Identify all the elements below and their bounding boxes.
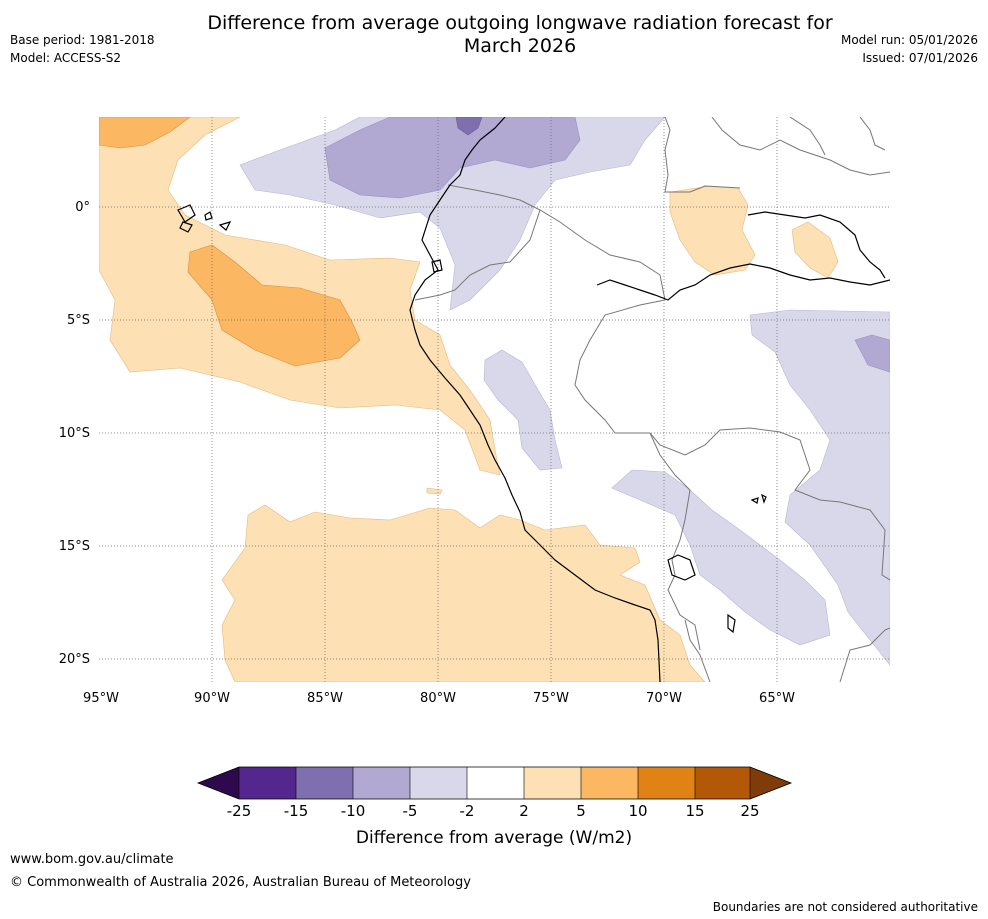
- amazon-river: [596, 263, 890, 301]
- small-lake-2: [761, 493, 767, 504]
- colorbar-segment-6: [524, 767, 581, 799]
- border-bolivia-paraguay: [839, 627, 890, 682]
- title-line-2: March 2026: [463, 35, 577, 57]
- small-lake-1: [750, 497, 759, 504]
- colorbar-label: Difference from average (W/m2): [356, 828, 632, 848]
- anomaly-region-orange-northwest: [99, 117, 191, 149]
- rio-negro: [747, 211, 886, 279]
- border-colombia-brazil: [664, 117, 741, 193]
- colorbar-tick: 2: [519, 802, 529, 820]
- lake-poopo: [727, 613, 736, 634]
- colorbar-tick: 15: [685, 802, 704, 820]
- model-name: Model: ACCESS-S2: [10, 51, 122, 65]
- copyright-notice: © Commonwealth of Australia 2026, Austra…: [10, 875, 471, 890]
- border-guyana: [789, 117, 826, 156]
- anomaly-region-positive-south: [221, 504, 706, 682]
- lon-label-85w: 85°W: [307, 691, 343, 706]
- lat-label-10s: 10°S: [59, 426, 90, 441]
- galapagos-island-2: [204, 211, 213, 221]
- lat-labels: 0° 5°S 10°S 15°S 20°S: [59, 200, 90, 667]
- colorbar: [196, 766, 793, 800]
- lon-label-90w: 90°W: [194, 691, 230, 706]
- country-borders: [414, 117, 890, 682]
- colorbar-tick: -25: [227, 802, 252, 820]
- colorbar-segment-1: [239, 767, 296, 799]
- colorbar-tick: 10: [628, 802, 647, 820]
- border-venezuela-brazil: [711, 117, 890, 176]
- colorbar-tick: 5: [576, 802, 586, 820]
- colorbar-ticks: -25 -15 -10 -5 -2 2 5 10 15 25: [227, 802, 760, 820]
- colorbar-tick: -15: [284, 802, 309, 820]
- issued-date: Issued: 07/01/2026: [862, 51, 978, 65]
- colorbar-tick: 25: [740, 802, 759, 820]
- lon-label-75w: 75°W: [533, 691, 569, 706]
- border-bolivia-brazil: [649, 427, 890, 581]
- border-bolivia-chile: [684, 619, 711, 682]
- map-area: [99, 117, 890, 682]
- colorbar-segment-7: [581, 767, 638, 799]
- website-link[interactable]: www.bom.gov.au/climate: [10, 852, 174, 867]
- lon-labels: 95°W 90°W 85°W 80°W 75°W 70°W 65°W: [83, 691, 795, 706]
- lon-label-70w: 70°W: [646, 691, 682, 706]
- lat-label-20s: 20°S: [59, 652, 90, 667]
- base-period: Base period: 1981-2018: [10, 33, 155, 47]
- colorbar-dividers: [238, 767, 751, 799]
- graticule: [99, 117, 890, 682]
- galapagos-island-1: [177, 204, 196, 223]
- lat-label-0: 0°: [75, 200, 90, 215]
- border-colombia-peru: [447, 184, 666, 301]
- colorbar-segment-3: [353, 767, 410, 799]
- anomaly-region-negative-brazil: [749, 309, 890, 666]
- colorbar-tick: -2: [460, 802, 475, 820]
- galapagos-island-3: [179, 221, 193, 233]
- colorbar-tick: -10: [341, 802, 366, 820]
- lon-label-65w: 65°W: [759, 691, 795, 706]
- colorbar-segment-5: [467, 767, 524, 799]
- pacific-coastline: [409, 117, 661, 682]
- colorbar-segment-2: [296, 767, 353, 799]
- anomaly-region-purple-east: [854, 334, 890, 373]
- colorbar-segment-4: [410, 767, 467, 799]
- colorbar-arrow-high: [750, 767, 791, 799]
- page-title: Difference from average outgoing longwav…: [150, 12, 890, 58]
- boundary-disclaimer: Boundaries are not considered authoritat…: [712, 900, 978, 914]
- anomaly-region-negative-peru: [483, 349, 563, 471]
- anomaly-region-positive-east: [791, 221, 839, 279]
- colorbar-tick: -5: [403, 802, 418, 820]
- lake-titicaca: [667, 554, 696, 581]
- border-ecuador-peru: [414, 209, 541, 301]
- anomaly-region-orange-west: [187, 244, 361, 367]
- galapagos-island-4: [218, 221, 232, 231]
- lat-label-15s: 15°S: [59, 539, 90, 554]
- coastline: [177, 117, 890, 682]
- lon-label-95w: 95°W: [83, 691, 119, 706]
- colorbar-arrow-low: [198, 767, 239, 799]
- title-line-1: Difference from average outgoing longwav…: [207, 12, 833, 34]
- colorbar-segment-9: [695, 767, 750, 799]
- border-peru-brazil: [574, 299, 666, 434]
- anomaly-region-deep-purple: [455, 117, 483, 136]
- model-run: Model run: 05/01/2026: [840, 33, 978, 47]
- border-peru-bolivia: [649, 432, 701, 651]
- colorbar-segment-8: [638, 767, 695, 799]
- border-suriname: [859, 117, 886, 151]
- lon-label-80w: 80°W: [420, 691, 456, 706]
- lat-label-5s: 5°S: [67, 313, 90, 328]
- gulf-of-guayaquil: [431, 259, 443, 273]
- anomaly-region-purple-colombia: [324, 117, 581, 199]
